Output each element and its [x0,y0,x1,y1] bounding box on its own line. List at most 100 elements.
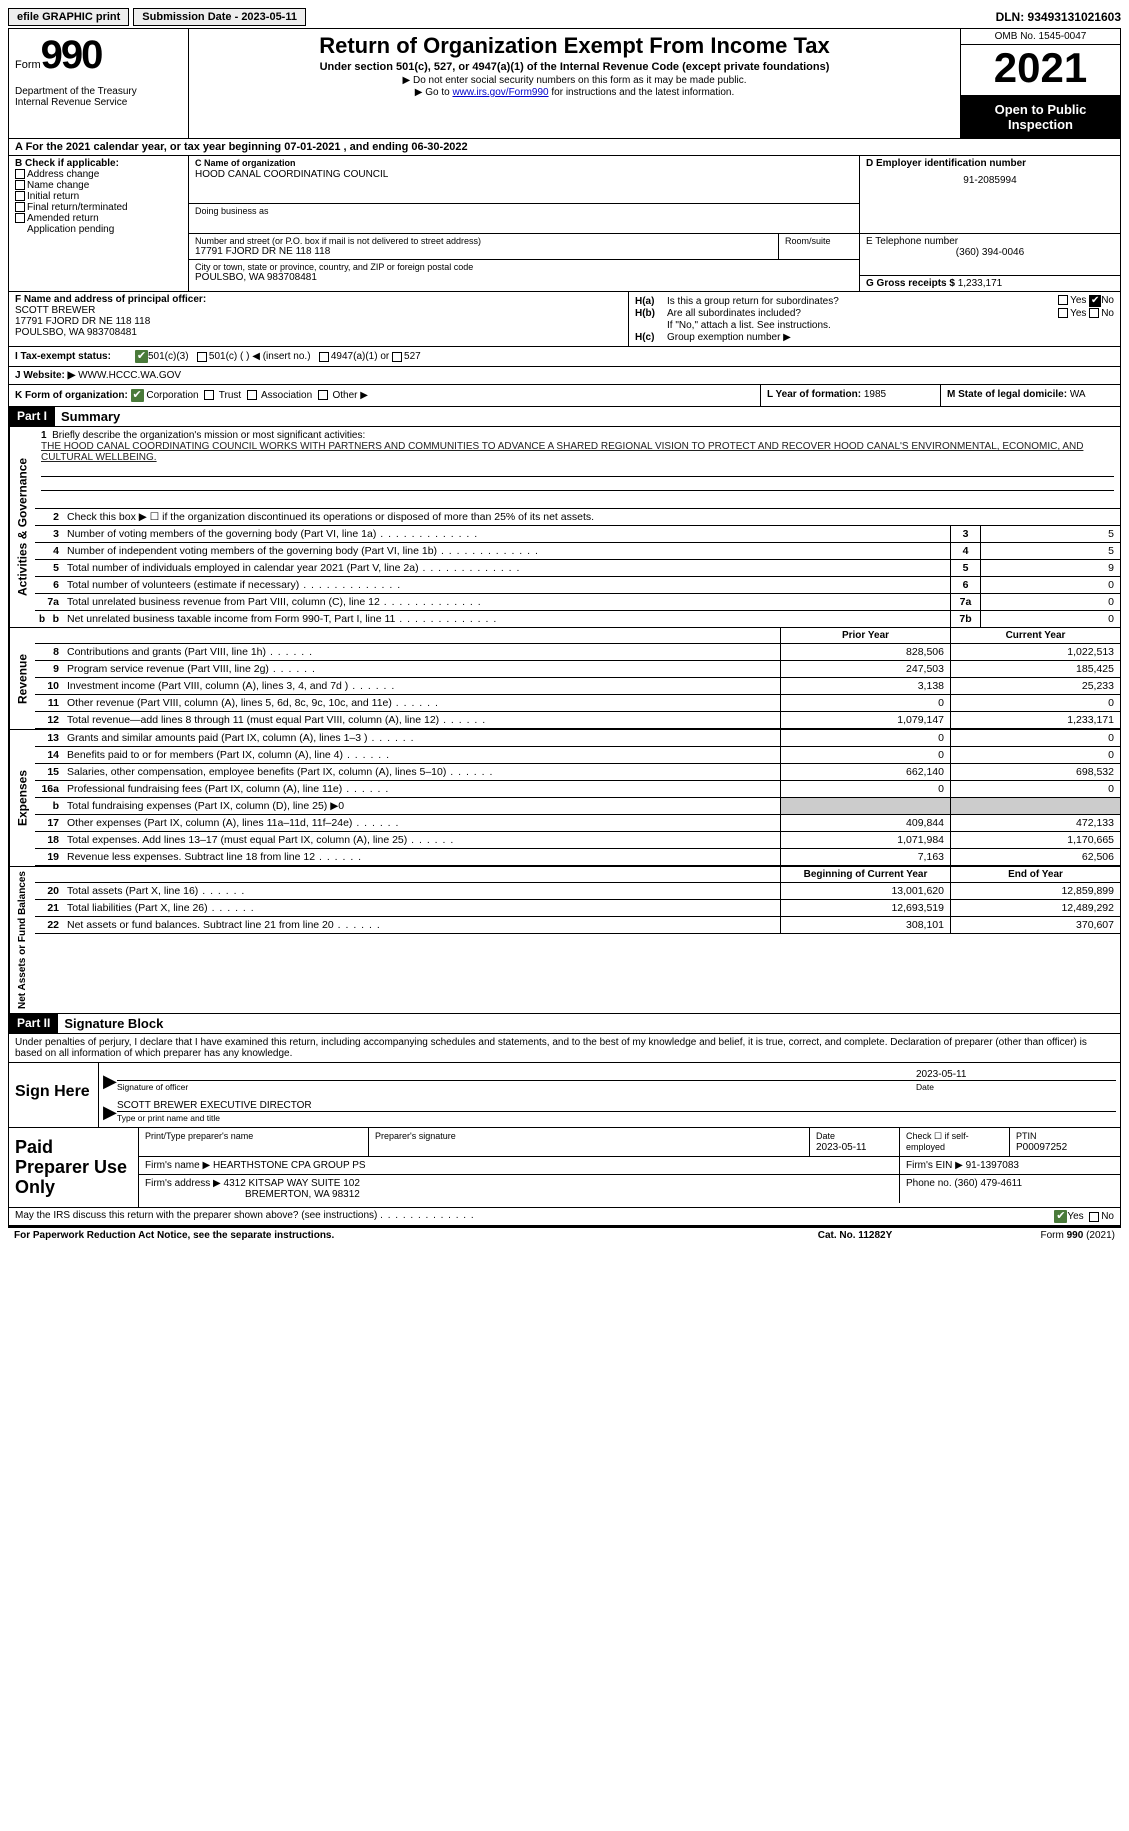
opt-527: 527 [404,351,421,362]
instruction-1: ▶ Do not enter social security numbers o… [195,75,954,86]
form-header: Form990 Department of the Treasury Inter… [9,29,1120,139]
chk-address-change[interactable] [15,169,25,179]
ha-yes[interactable] [1058,295,1068,305]
phone-label: Phone no. [906,1178,952,1189]
m-label: M State of legal domicile: [947,389,1067,400]
gross-receipts: 1,233,171 [958,278,1003,289]
ha-no[interactable]: ✔ [1089,295,1101,307]
part1-header: Part I Summary [9,407,1120,427]
form-word: Form [15,59,41,71]
expense-line-19: 19Revenue less expenses. Subtract line 1… [35,849,1120,866]
part1-title: Summary [55,407,126,426]
discuss-row: May the IRS discuss this return with the… [9,1208,1120,1227]
chk-trust[interactable] [204,390,214,400]
ha-yes-label: Yes [1070,295,1086,306]
row-j: J Website: ▶ WWW.HCCC.WA.GOV [9,367,1120,385]
chk-name-change[interactable] [15,180,25,190]
arrow-icon: ▶ [103,1098,117,1123]
prep-date-val: 2023-05-11 [816,1142,866,1153]
preparer-block: Paid Preparer Use Only Print/Type prepar… [9,1128,1120,1208]
org-name: HOOD CANAL COORDINATING COUNCIL [195,168,853,180]
netassets-label: Net Assets or Fund Balances [9,867,35,1013]
revenue-line-12: 12Total revenue—add lines 8 through 11 (… [35,712,1120,729]
row-fgh: F Name and address of principal officer:… [9,292,1120,347]
prep-self-emp: Check ☐ if self-employed [906,1131,969,1152]
street-address: 17791 FJORD DR NE 118 118 [195,246,772,257]
chk-other[interactable] [318,390,328,400]
part2-title: Signature Block [58,1014,169,1033]
line-a-mid: , and ending [344,141,412,153]
efile-button[interactable]: efile GRAPHIC print [8,8,129,26]
hb-yes-label: Yes [1070,308,1086,319]
website: WWW.HCCC.WA.GOV [78,370,181,381]
g-label: G Gross receipts $ [866,278,955,289]
line2-text: Check this box ▶ ☐ if the organization d… [63,509,1120,525]
opt-final-return: Final return/terminated [27,202,128,213]
ha-no-label: No [1101,295,1114,306]
firm-ein: 91-1397083 [966,1160,1019,1171]
discuss-text: May the IRS discuss this return with the… [15,1210,377,1221]
expense-line-15: 15Salaries, other compensation, employee… [35,764,1120,781]
perjury-statement: Under penalties of perjury, I declare th… [9,1034,1120,1063]
opt-501c3: 501(c)(3) [148,351,189,362]
mission-block: 1 Briefly describe the organization's mi… [35,427,1120,509]
summary-line-7a: 7aTotal unrelated business revenue from … [35,594,1120,611]
officer-name: SCOTT BREWER [15,305,622,316]
form-container: Form990 Department of the Treasury Inter… [8,28,1121,1228]
name-title-label: Type or print name and title [117,1113,1116,1123]
firm-phone: (360) 479-4611 [954,1178,1022,1189]
year-formation: 1985 [864,389,886,400]
opt-amended: Amended return [27,213,99,224]
expense-line-18: 18Total expenses. Add lines 13–17 (must … [35,832,1120,849]
dept-label: Department of the Treasury Internal Reve… [15,86,182,108]
chk-assoc[interactable] [247,390,257,400]
expense-line-14: 14Benefits paid to or for members (Part … [35,747,1120,764]
prep-sig-label: Preparer's signature [375,1131,456,1141]
top-bar: efile GRAPHIC print Submission Date - 20… [8,8,1121,26]
officer-name-title: SCOTT BREWER EXECUTIVE DIRECTOR [117,1100,312,1111]
tax-year-end: 06-30-2022 [411,141,467,153]
chk-527[interactable] [392,352,402,362]
mission-text: THE HOOD CANAL COORDINATING COUNCIL WORK… [41,441,1083,463]
prep-date-label: Date [816,1131,835,1141]
summary-line-4: 4Number of independent voting members of… [35,543,1120,560]
discuss-no[interactable] [1089,1212,1099,1222]
ha-label: H(a) [635,296,667,307]
hb-yes[interactable] [1058,308,1068,318]
netasset-line-20: 20Total assets (Part X, line 16)13,001,6… [35,883,1120,900]
activities-block: Activities & Governance 1 Briefly descri… [9,427,1120,628]
opt-4947: 4947(a)(1) or [331,351,389,362]
irs-link[interactable]: www.irs.gov/Form990 [452,87,548,98]
firm-city: BREMERTON, WA 98312 [245,1189,360,1200]
chk-final-return[interactable] [15,202,25,212]
activities-label: Activities & Governance [9,427,35,627]
summary-line-5: 5Total number of individuals employed in… [35,560,1120,577]
chk-4947[interactable] [319,352,329,362]
hb-note: If "No," attach a list. See instructions… [635,320,1114,331]
opt-name-change: Name change [27,180,89,191]
discuss-yes[interactable]: ✔ [1054,1210,1067,1223]
j-label: J Website: ▶ [15,370,75,381]
sig-date-label: Date [916,1082,1116,1092]
hb-label: H(b) [635,308,667,319]
form-number: 990 [41,33,102,77]
sig-officer-label: Signature of officer [117,1082,916,1092]
discuss-no-label: No [1101,1211,1114,1222]
chk-corp[interactable]: ✔ [131,389,144,402]
opt-address-change: Address change [27,169,99,180]
chk-amended[interactable] [15,213,25,223]
hb-no[interactable] [1089,308,1099,318]
part2-badge: Part II [9,1014,58,1033]
firm-addr-label: Firm's address ▶ [145,1178,221,1189]
room-label: Room/suite [785,236,853,246]
summary-line-7b: bNet unrelated business taxable income f… [35,611,1120,627]
chk-501c[interactable] [197,352,207,362]
chk-initial-return[interactable] [15,191,25,201]
chk-501c3[interactable]: ✔ [135,350,148,363]
f-label: F Name and address of principal officer: [15,294,206,305]
begin-year-hdr: Beginning of Current Year [780,867,950,882]
form-subtitle: Under section 501(c), 527, or 4947(a)(1)… [195,61,954,73]
preparer-label: Paid Preparer Use Only [9,1128,139,1207]
instr2-pre: ▶ Go to [415,87,453,98]
form-title: Return of Organization Exempt From Incom… [195,33,954,59]
